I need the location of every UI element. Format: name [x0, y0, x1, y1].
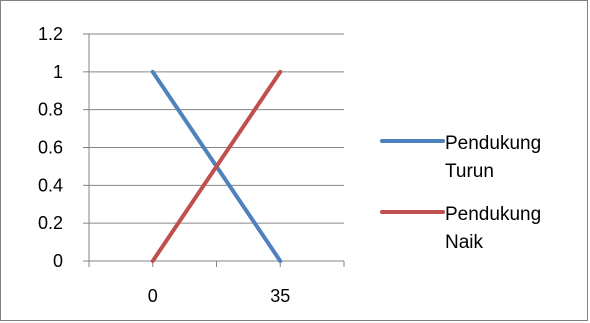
legend-label: Pendukung — [445, 204, 541, 225]
y-tick-label: 0.6 — [38, 138, 63, 158]
legend-label: Pendukung — [445, 133, 541, 154]
y-tick-label: 0.4 — [38, 175, 63, 195]
series-layer — [150, 69, 283, 263]
y-tick-label: 0.2 — [38, 213, 63, 233]
grid-layer — [89, 33, 344, 262]
y-tick-label: 0 — [53, 251, 63, 271]
y-tick-label: 1.2 — [38, 24, 63, 44]
y-tick-label: 0.8 — [38, 100, 63, 120]
x-tick-label: 0 — [148, 286, 158, 306]
x-tick-label: 35 — [270, 286, 290, 306]
series-line-1 — [150, 69, 283, 263]
legend: Pendukung Turun Pendukung Naik — [380, 133, 541, 253]
legend-label: Naik — [445, 232, 484, 253]
axis-layer: 0 0.2 0.4 0.6 0.8 1 1.2 0 35 — [38, 24, 345, 306]
y-tick-label: 1 — [53, 62, 63, 82]
legend-label: Turun — [445, 161, 494, 182]
